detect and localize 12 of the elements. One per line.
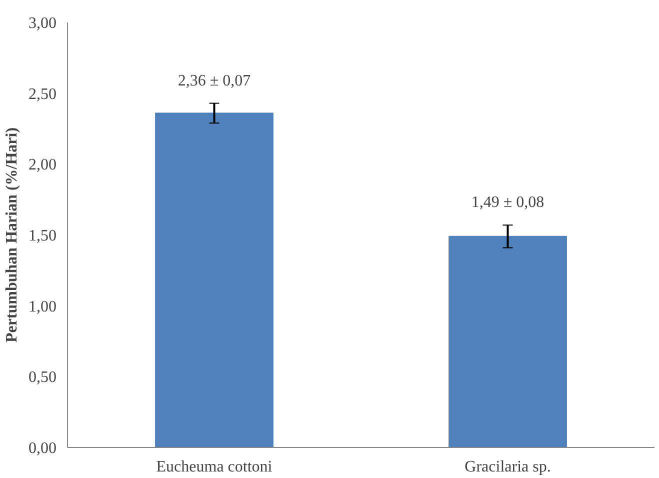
x-tick-label: Eucheuma cottoni [156, 458, 273, 476]
data-label: 2,36 ± 0,07 [178, 72, 251, 90]
y-tick-label: 2,00 [28, 156, 56, 174]
y-tick-label: 0,50 [28, 369, 56, 386]
y-tick-label: 1,00 [28, 298, 56, 316]
y-tick-label: 0,00 [28, 440, 56, 457]
y-tick-label: 1,50 [28, 228, 56, 244]
data-label: 1,49 ± 0,08 [471, 194, 544, 212]
y-tick-label: 2,50 [28, 86, 56, 103]
x-tick-label: Gracilaria sp. [464, 458, 551, 476]
y-tick-label: 3,00 [28, 15, 56, 32]
y-axis-title: Pertumbuhan Harian (%/Hari) [4, 127, 20, 343]
